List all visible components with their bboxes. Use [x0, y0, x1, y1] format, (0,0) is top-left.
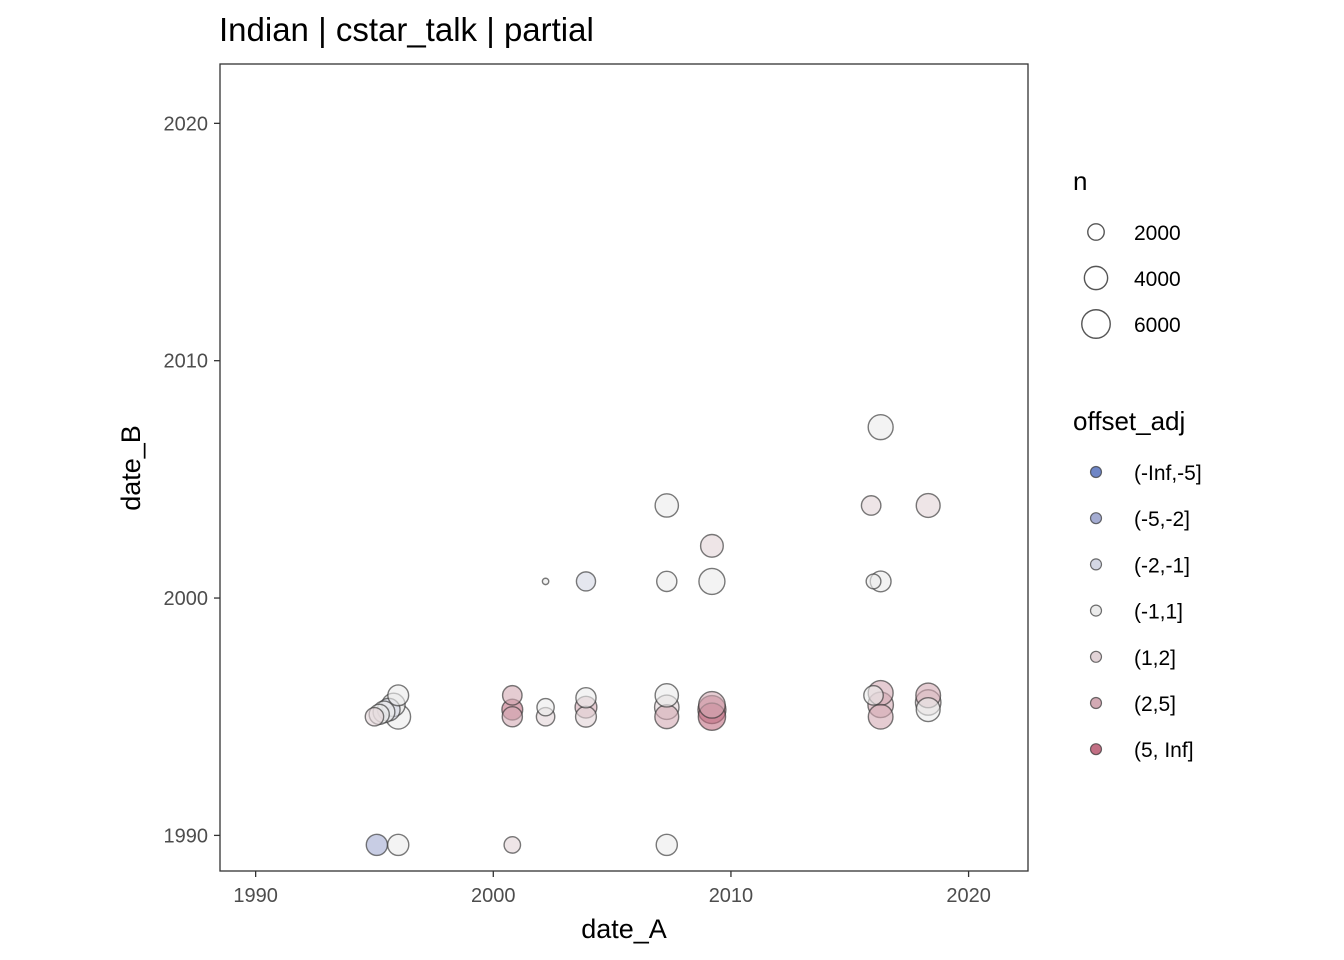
size-legend-key [1081, 309, 1111, 339]
data-point [867, 703, 894, 730]
data-point [865, 573, 882, 590]
data-point [654, 683, 680, 708]
color-legend-title: offset_adj [1073, 406, 1185, 436]
color-legend-label: (-2,-1] [1134, 554, 1190, 577]
size-legend: n 2000 4000 6000 [1073, 166, 1181, 339]
color-legend-key [1089, 743, 1103, 756]
data-point [654, 493, 680, 518]
y-tick-label: 2000 [164, 588, 209, 610]
color-legend-label: (-1,1] [1134, 601, 1183, 624]
size-legend-label: 6000 [1134, 314, 1181, 337]
x-tick-label: 2010 [709, 885, 754, 907]
color-legend-key [1089, 512, 1103, 525]
data-point [501, 684, 523, 706]
x-tick-label: 1990 [233, 885, 278, 907]
size-legend-key [1087, 223, 1105, 241]
data-point [541, 577, 550, 586]
data-point [386, 833, 410, 857]
data-point [915, 696, 941, 723]
size-legend-label: 2000 [1134, 222, 1181, 245]
data-point [654, 704, 680, 730]
color-legend-key [1089, 558, 1103, 571]
data-point [365, 833, 389, 857]
color-legend-label: (2,5] [1134, 693, 1176, 716]
data-point [575, 571, 597, 592]
data-point [656, 570, 678, 593]
data-point [503, 835, 522, 854]
data-point [915, 492, 941, 519]
data-point [536, 697, 555, 717]
data-point [699, 533, 724, 558]
data-point [698, 567, 726, 596]
y-axis-title: date_B [116, 425, 146, 511]
data-point [387, 684, 410, 707]
color-legend: offset_adj (-Inf,-5] (-5,-2] (-2,-1] (-1,1]… [1073, 406, 1202, 762]
x-axis-title: date_A [581, 914, 667, 944]
color-legend-key [1089, 465, 1103, 479]
size-legend-label: 4000 [1134, 268, 1181, 291]
color-legend-label: (-Inf,-5] [1134, 462, 1202, 485]
y-tick-label: 2020 [164, 113, 209, 135]
x-axis: 1990 2000 2010 2020 [233, 871, 991, 907]
y-tick-label: 1990 [164, 825, 209, 847]
color-legend-label: (-5,-2] [1134, 508, 1190, 531]
points-layer [364, 413, 942, 857]
plot-panel [219, 63, 1029, 872]
data-point [697, 690, 726, 719]
color-legend-key [1089, 650, 1103, 663]
data-point [867, 413, 894, 441]
y-axis: 1990 2000 2010 2020 [164, 113, 220, 847]
data-point [575, 686, 597, 709]
data-point [574, 705, 598, 728]
color-legend-key [1089, 696, 1103, 710]
chart-title: Indian | cstar_talk | partial [219, 11, 594, 48]
color-legend-key [1089, 604, 1103, 617]
data-point [863, 684, 884, 706]
size-legend-key [1083, 265, 1109, 291]
color-legend-label: (1,2] [1134, 647, 1176, 670]
y-tick-label: 2010 [164, 351, 209, 373]
data-point [655, 833, 679, 857]
color-legend-label: (5, Inf] [1134, 739, 1194, 762]
x-tick-label: 2020 [946, 885, 991, 907]
data-point [501, 705, 524, 728]
x-tick-label: 2000 [471, 885, 516, 907]
data-point [860, 495, 882, 516]
data-point [364, 706, 385, 727]
size-legend-title: n [1073, 166, 1087, 196]
